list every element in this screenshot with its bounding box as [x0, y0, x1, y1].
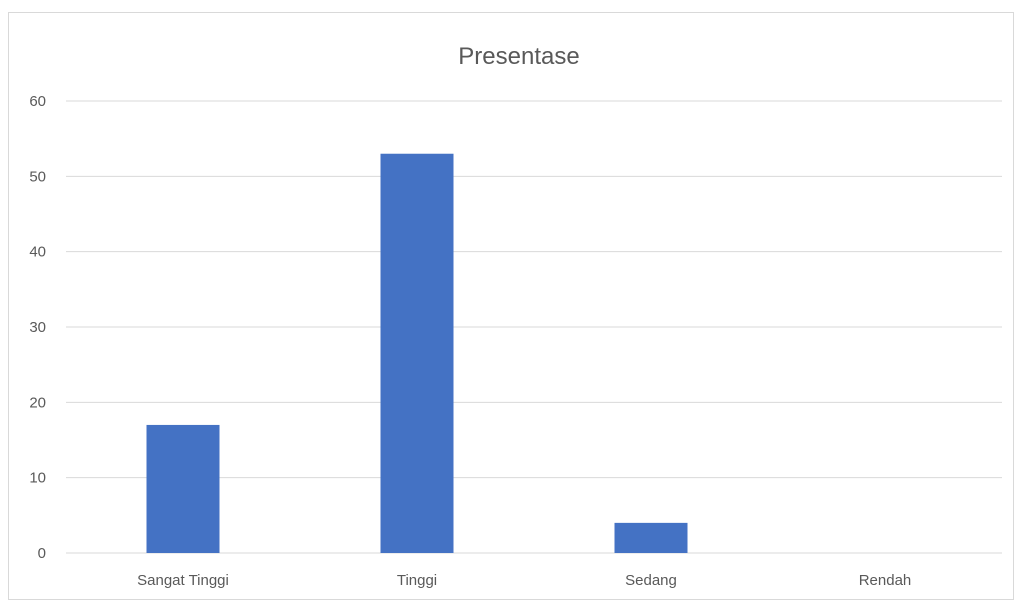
chart-title: Presentase: [458, 43, 579, 70]
bars: [146, 153, 688, 553]
x-category-label: Rendah: [859, 572, 912, 589]
y-tick-label: 40: [29, 244, 46, 261]
y-tick-label: 60: [29, 93, 46, 110]
x-axis-categories: Sangat Tinggi Tinggi Sedang Rendah: [137, 572, 911, 589]
y-axis-ticks: 0 10 20 30 40 50 60: [29, 93, 46, 562]
x-category-label: Sangat Tinggi: [137, 572, 229, 589]
bar-sedang: [614, 522, 688, 553]
gridlines: [66, 100, 1002, 554]
y-tick-label: 30: [29, 319, 46, 336]
bar-tinggi: [380, 153, 454, 553]
y-tick-label: 10: [29, 470, 46, 487]
x-category-label: Tinggi: [397, 572, 437, 589]
x-category-label: Sedang: [625, 572, 677, 589]
y-tick-label: 50: [29, 168, 46, 185]
y-tick-label: 0: [38, 545, 46, 562]
bar-sangat-tinggi: [146, 424, 220, 553]
y-tick-label: 20: [29, 394, 46, 411]
